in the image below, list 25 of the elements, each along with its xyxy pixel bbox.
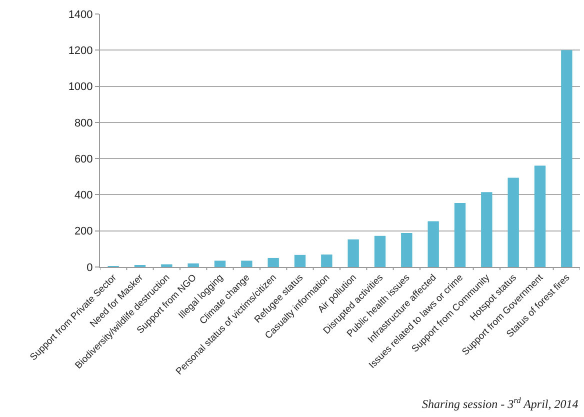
bar xyxy=(188,263,199,267)
bar xyxy=(481,192,492,267)
bar xyxy=(454,203,466,267)
y-tick-label: 800 xyxy=(74,117,93,130)
bar xyxy=(321,254,332,267)
bar xyxy=(348,239,359,267)
y-tick-label: 1000 xyxy=(68,81,93,94)
y-tick-label: 400 xyxy=(74,190,93,202)
bar xyxy=(268,258,279,267)
text: Sharing session - 3$^{rd}$ April, 2014 xyxy=(422,396,578,412)
bar xyxy=(294,254,306,267)
bar xyxy=(561,50,572,267)
y-tick-label: 1200 xyxy=(68,44,93,57)
bar xyxy=(401,233,412,267)
y-tick-label: 0 xyxy=(86,262,93,274)
y-tick-label: 200 xyxy=(74,226,93,238)
bar xyxy=(508,178,519,267)
bar xyxy=(534,166,546,267)
bar xyxy=(214,260,226,267)
bar xyxy=(161,264,172,267)
bar xyxy=(428,221,439,267)
bar xyxy=(241,260,252,267)
y-tick-label: 1400 xyxy=(68,8,93,21)
y-tick-label: 600 xyxy=(74,153,93,166)
bar xyxy=(374,236,386,267)
